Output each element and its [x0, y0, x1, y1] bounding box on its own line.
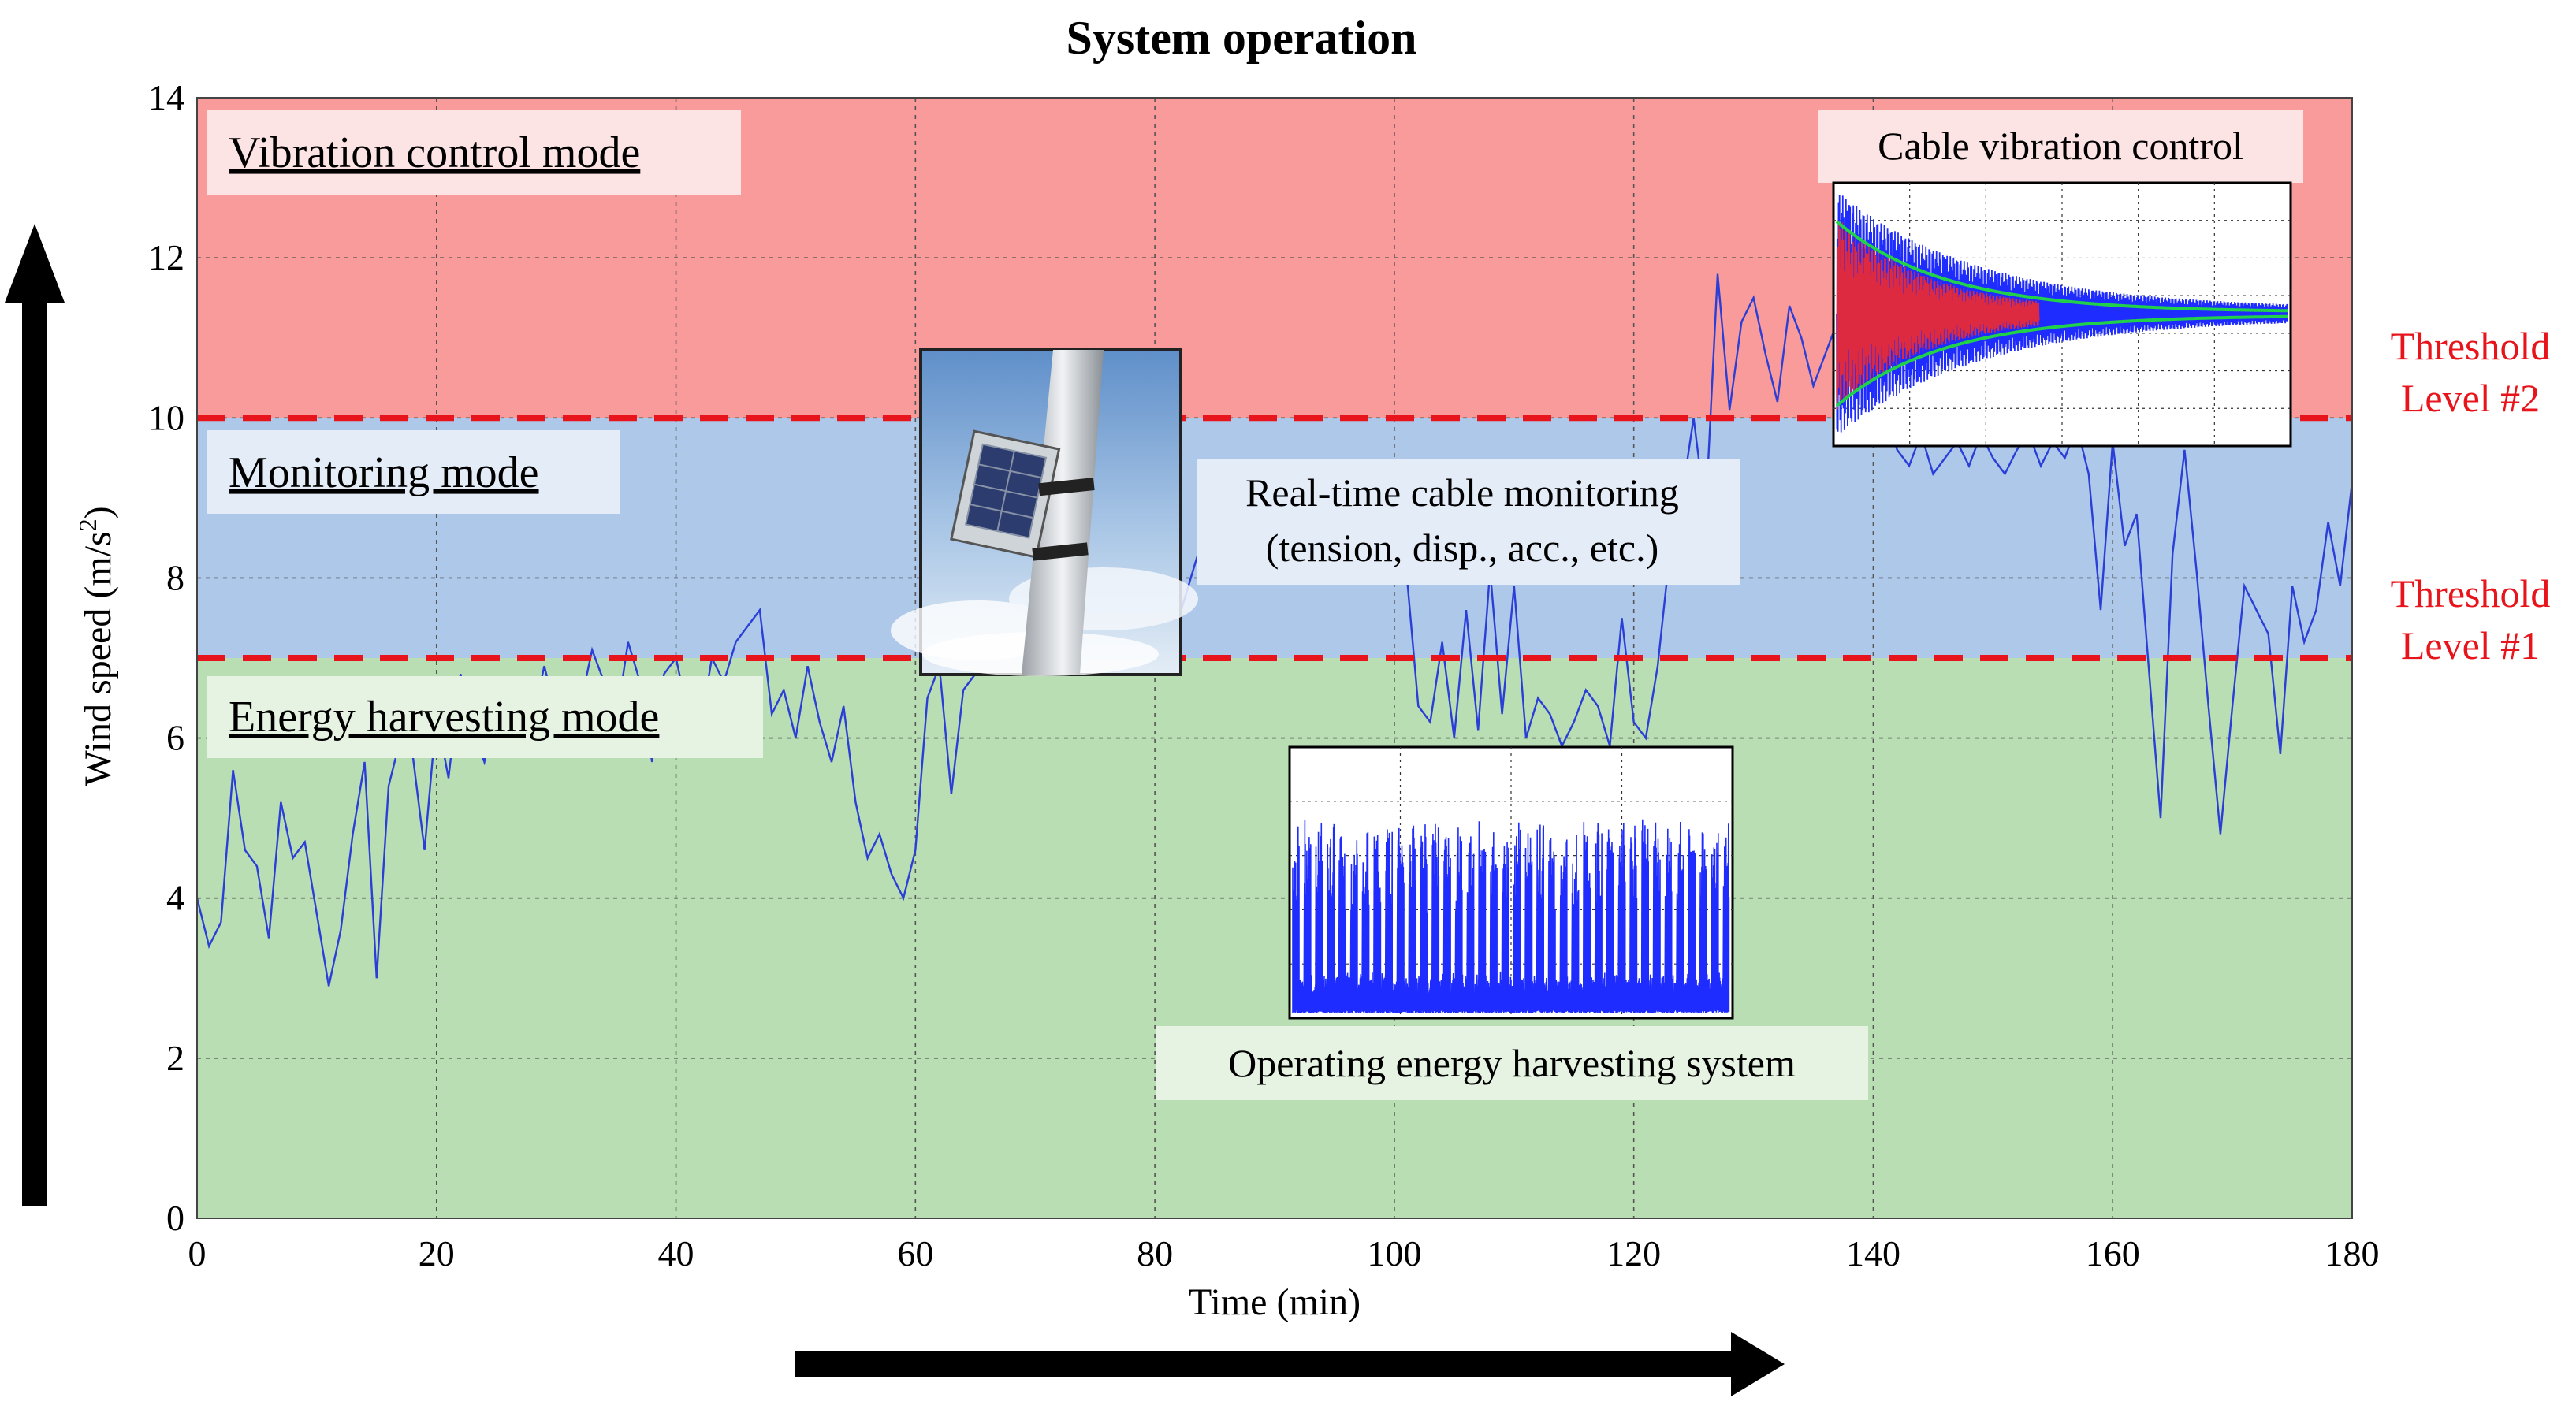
x-tick-label-6: 120	[1606, 1233, 1661, 1273]
y-axis-label: Wind speed (m/s2)	[73, 506, 119, 786]
y-tick-label-0: 0	[166, 1198, 184, 1238]
y-tick-label-6: 12	[148, 237, 184, 277]
x-tick-label-5: 100	[1367, 1233, 1421, 1273]
y-tick-label-7: 14	[148, 77, 184, 117]
vibration-control-inset-plot	[1832, 181, 2292, 448]
x-tick-label-1: 20	[419, 1233, 455, 1273]
y-tick-label-4: 8	[166, 557, 184, 597]
mode-label-monitoring-text: Monitoring mode	[229, 448, 539, 497]
y-axis-label-end: )	[77, 506, 119, 519]
threshold-1-label-line1: Threshold	[2391, 571, 2551, 615]
plot-frame	[196, 97, 2353, 1219]
x-tick-label-9: 180	[2325, 1233, 2380, 1273]
mode-label-energy-harvesting-text: Energy harvesting mode	[229, 693, 659, 742]
monitoring-caption-line2: (tension, disp., acc., etc.)	[1266, 526, 1658, 570]
threshold-2-label-line1: Threshold	[2391, 324, 2551, 368]
harvesting-signal	[1292, 819, 1730, 1014]
y-tick-label-1: 2	[166, 1038, 184, 1078]
y-tick-label-2: 4	[166, 878, 184, 918]
harvesting-caption-text: Operating energy harvesting system	[1228, 1041, 1796, 1085]
vibration-caption-text: Cable vibration control	[1878, 124, 2243, 168]
monitoring-caption: Real-time cable monitoring (tension, dis…	[1197, 459, 1740, 585]
x-tick-label-7: 140	[1846, 1233, 1900, 1273]
chart-title: System operation	[1067, 12, 1417, 64]
vertical-arrow	[5, 224, 65, 1206]
monitoring-sensor-photo	[891, 348, 1198, 676]
x-tick-label-8: 160	[2086, 1233, 2140, 1273]
threshold-1-label-line2: Level #1	[2401, 623, 2540, 667]
x-tick-label-4: 80	[1137, 1233, 1173, 1273]
vibration-controlled-signal	[1836, 220, 2040, 410]
y-tick-labels: 0 2 4 6 8 10 12 14	[148, 77, 184, 1238]
x-tick-label-3: 60	[897, 1233, 933, 1273]
x-axis-label: Time (min)	[1189, 1281, 1361, 1323]
y-tick-label-5: 10	[148, 397, 184, 437]
mode-label-energy-harvesting: Energy harvesting mode	[207, 676, 763, 758]
horizontal-arrow	[795, 1332, 1785, 1396]
energy-harvesting-inset-plot	[1288, 745, 1734, 1020]
vibration-caption: Cable vibration control	[1818, 110, 2303, 183]
monitoring-caption-line1: Real-time cable monitoring	[1245, 470, 1679, 515]
y-axis-label-superscript: 2	[73, 519, 102, 531]
y-tick-label-3: 6	[166, 718, 184, 758]
x-tick-labels: 0 20 40 60 80 100 120 140 160 180	[188, 1233, 2380, 1273]
vibration-envelope	[1835, 220, 2288, 407]
harvesting-caption: Operating energy harvesting system	[1156, 1026, 1868, 1100]
x-tick-label-0: 0	[188, 1233, 207, 1273]
mode-label-vibration-control-text: Vibration control mode	[229, 128, 640, 177]
harvesting-inset-grid	[1290, 747, 1733, 1018]
y-axis-label-main: Wind speed (m/s	[77, 531, 119, 786]
x-tick-label-2: 40	[658, 1233, 694, 1273]
mode-label-vibration-control: Vibration control mode	[207, 110, 741, 195]
threshold-2-label-line2: Level #2	[2401, 376, 2540, 420]
mode-label-monitoring: Monitoring mode	[207, 430, 620, 514]
